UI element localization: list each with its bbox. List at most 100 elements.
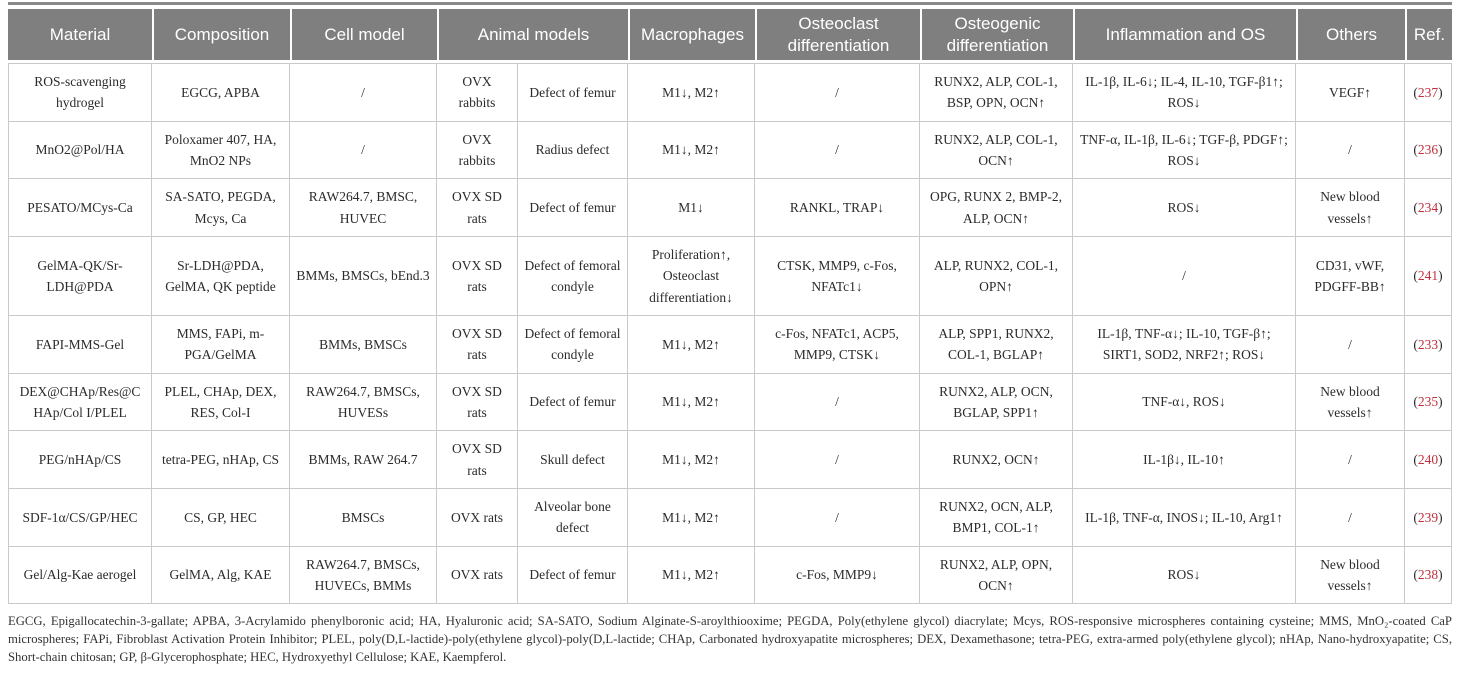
cell-macrophages: M1↓, M2↑ [628,63,755,122]
reference-citation-link[interactable]: 235 [1417,394,1439,410]
cell-animal-defect: Defect of femur [518,546,628,605]
cell-osteogenic-differentiation: RUNX2, ALP, OCN, BGLAP, SPP1↑ [920,373,1073,432]
table-row: DEX@CHAp/Res@CHAp/Col I/PLEL PLEL, CHAp,… [8,373,1452,432]
cell-osteoclast-differentiation: c-Fos, NFATc1, ACP5, MMP9, CTSK↓ [755,315,920,374]
col-header-composition: Composition [152,9,290,63]
cell-osteogenic-differentiation: RUNX2, OCN↑ [920,431,1073,489]
cell-inflammation-and-os: TNF-α↓, ROS↓ [1073,373,1296,432]
cell-animal-model: OVX rats [437,488,518,547]
cell-material: DEX@CHAp/Res@CHAp/Col I/PLEL [8,373,152,432]
col-header-osteoclast-differentiation: Osteoclast differentiation [755,9,920,63]
ref-paren-close: ) [1438,451,1443,467]
cell-animal-model: OVX rabbits [437,121,518,180]
cell-animal-defect: Alveolar bone defect [518,488,628,547]
cell-ref: (237) [1405,63,1452,122]
cell-animal-defect: Defect of femoral condyle [518,315,628,374]
ref-paren-close: ) [1438,336,1443,352]
cell-material: FAPI-MMS-Gel [8,315,152,374]
cell-osteoclast-differentiation: RANKL, TRAP↓ [755,179,920,237]
table-row: MnO2@Pol/HA Poloxamer 407, HA, MnO2 NPs … [8,121,1452,180]
cell-cell-model: BMMs, RAW 264.7 [290,431,437,489]
cell-ref: (234) [1405,179,1452,237]
cell-cell-model: BMMs, BMSCs [290,315,437,374]
cell-animal-defect: Defect of femur [518,179,628,237]
cell-cell-model: / [290,121,437,180]
cell-composition: tetra-PEG, nHAp, CS [152,431,290,489]
cell-osteogenic-differentiation: ALP, SPP1, RUNX2, COL-1, BGLAP↑ [920,315,1073,374]
cell-inflammation-and-os: ROS↓ [1073,546,1296,605]
ref-paren-open: ( [1413,336,1418,352]
ref-paren-open: ( [1413,451,1418,467]
cell-macrophages: M1↓, M2↑ [628,315,755,374]
cell-ref: (235) [1405,373,1452,432]
cell-inflammation-and-os: ROS↓ [1073,179,1296,237]
cell-osteogenic-differentiation: RUNX2, ALP, COL-1, BSP, OPN, OCN↑ [920,63,1073,122]
cell-animal-defect: Defect of femur [518,373,628,432]
reference-citation-link[interactable]: 240 [1417,451,1439,467]
table-row: FAPI-MMS-Gel MMS, FAPi, m-PGA/GelMA BMMs… [8,315,1452,374]
col-header-osteogenic-differentiation: Osteogenic differentiation [920,9,1073,63]
ref-paren-close: ) [1438,268,1443,284]
cell-others: / [1296,431,1405,489]
col-header-cell-model: Cell model [290,9,437,63]
cell-macrophages: M1↓, M2↑ [628,488,755,547]
cell-ref: (239) [1405,488,1452,547]
reference-citation-link[interactable]: 236 [1417,142,1439,158]
cell-osteoclast-differentiation: / [755,431,920,489]
cell-animal-defect: Defect of femur [518,63,628,122]
cell-osteogenic-differentiation: ALP, RUNX2, COL-1, OPN↑ [920,236,1073,316]
table-row: GelMA-QK/Sr-LDH@PDA Sr-LDH@PDA, GelMA, Q… [8,236,1452,316]
ref-paren-open: ( [1413,142,1418,158]
table-header-row: Material Composition Cell model Animal m… [8,9,1452,63]
reference-citation-link[interactable]: 233 [1417,336,1439,352]
table-row: PEG/nHAp/CS tetra-PEG, nHAp, CS BMMs, RA… [8,431,1452,489]
cell-ref: (236) [1405,121,1452,180]
table-footnote: EGCG, Epigallocatechin-3-gallate; APBA, … [8,614,1452,665]
cell-ref: (240) [1405,431,1452,489]
cell-animal-model: OVX SD rats [437,179,518,237]
cell-macrophages: M1↓, M2↑ [628,546,755,605]
paper-table-figure: Material Composition Cell model Animal m… [8,2,1452,666]
col-header-inflammation-and-os: Inflammation and OS [1073,9,1296,63]
cell-ref: (233) [1405,315,1452,374]
cell-inflammation-and-os: IL-1β, TNF-α↓; IL-10, TGF-β↑; SIRT1, SOD… [1073,315,1296,374]
cell-material: SDF-1α/CS/GP/HEC [8,488,152,547]
cell-osteogenic-differentiation: RUNX2, ALP, OPN, OCN↑ [920,546,1073,605]
ref-paren-close: ) [1438,509,1443,525]
cell-animal-model: OVX SD rats [437,315,518,374]
cell-animal-model: OVX SD rats [437,373,518,432]
table-body: ROS-scavenging hydrogel EGCG, APBA / OVX… [8,63,1452,605]
table-row: ROS-scavenging hydrogel EGCG, APBA / OVX… [8,63,1452,122]
cell-inflammation-and-os: / [1073,236,1296,316]
ref-paren-close: ) [1438,84,1443,100]
ref-paren-open: ( [1413,199,1418,215]
cell-animal-defect: Defect of femoral condyle [518,236,628,316]
cell-others: CD31, vWF, PDGFF-BB↑ [1296,236,1405,316]
table-row: SDF-1α/CS/GP/HEC CS, GP, HEC BMSCs OVX r… [8,488,1452,547]
cell-animal-model: OVX rabbits [437,63,518,122]
reference-citation-link[interactable]: 241 [1417,268,1439,284]
reference-citation-link[interactable]: 234 [1417,199,1439,215]
cell-composition: PLEL, CHAp, DEX, RES, Col-I [152,373,290,432]
cell-others: / [1296,488,1405,547]
cell-macrophages: M1↓ [628,179,755,237]
col-header-ref: Ref. [1405,9,1452,63]
cell-others: New blood vessels↑ [1296,546,1405,605]
cell-others: / [1296,121,1405,180]
ref-paren-close: ) [1438,394,1443,410]
ref-paren-open: ( [1413,509,1418,525]
cell-inflammation-and-os: TNF-α, IL-1β, IL-6↓; TGF-β, PDGF↑; ROS↓ [1073,121,1296,180]
cell-ref: (241) [1405,236,1452,316]
reference-citation-link[interactable]: 237 [1417,84,1439,100]
cell-osteoclast-differentiation: / [755,63,920,122]
reference-citation-link[interactable]: 239 [1417,509,1439,525]
cell-osteogenic-differentiation: RUNX2, ALP, COL-1, OCN↑ [920,121,1073,180]
cell-osteoclast-differentiation: / [755,373,920,432]
cell-composition: Poloxamer 407, HA, MnO2 NPs [152,121,290,180]
cell-composition: GelMA, Alg, KAE [152,546,290,605]
cell-material: GelMA-QK/Sr-LDH@PDA [8,236,152,316]
reference-citation-link[interactable]: 238 [1417,567,1439,583]
cell-cell-model: BMSCs [290,488,437,547]
cell-composition: EGCG, APBA [152,63,290,122]
cell-cell-model: RAW264.7, BMSCs, HUVECs, BMMs [290,546,437,605]
